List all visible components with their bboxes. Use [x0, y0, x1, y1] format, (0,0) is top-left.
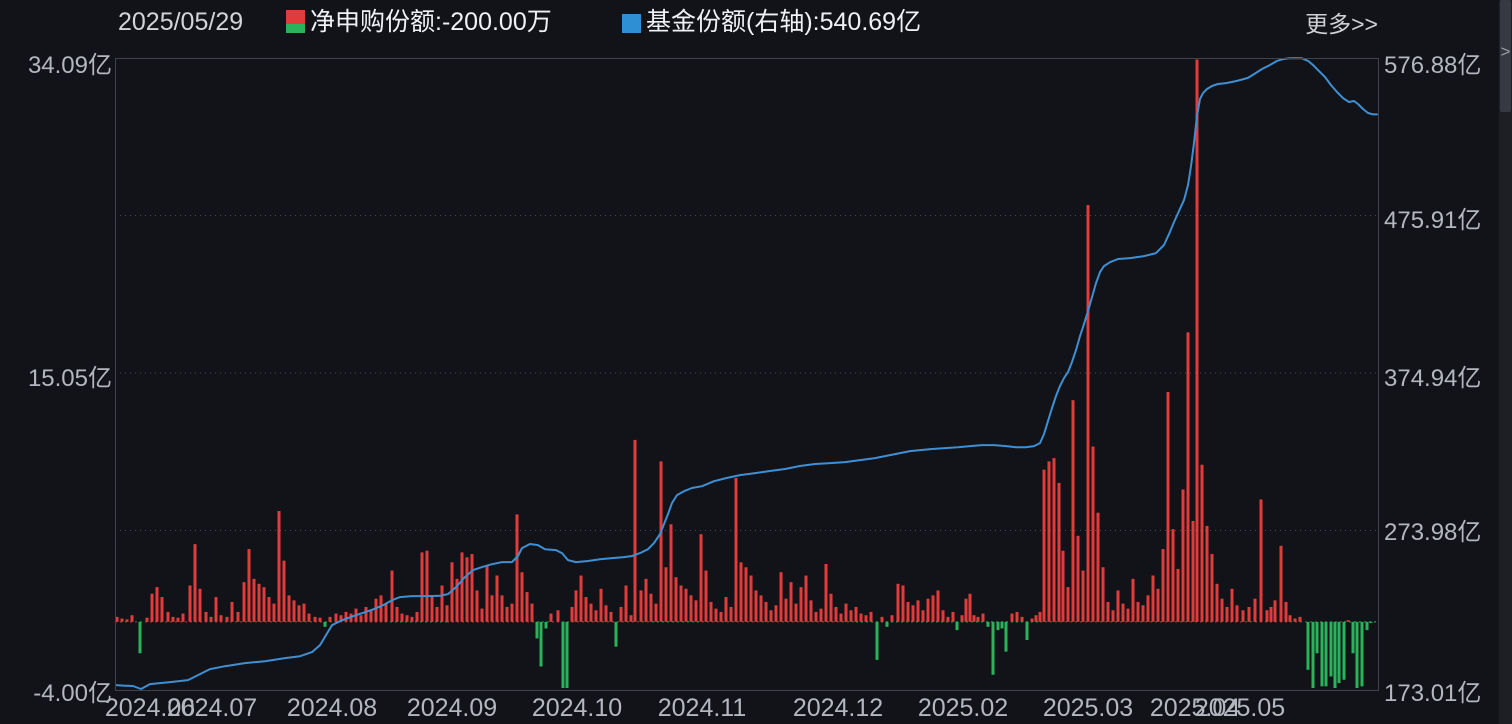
more-link[interactable]: 更多>>: [1305, 11, 1378, 37]
y-axis-label-right: 374.94亿: [1384, 365, 1482, 392]
legend-fund-shares-value: 540.69亿: [819, 8, 922, 36]
right-scrollbar[interactable]: >: [1498, 0, 1512, 724]
scrollbar-thumb[interactable]: [1500, 0, 1511, 112]
y-axis-label-right: 173.01亿: [1384, 680, 1482, 707]
legend-net-subscription[interactable]: 净申购份额:-200.00万: [286, 4, 552, 40]
x-axis-label: 2025.05: [1194, 694, 1286, 722]
x-axis-label: 2024.08: [286, 694, 378, 722]
legend-net-subscription-label: 净申购份额:: [310, 8, 442, 36]
y-axis-label-right: 273.98亿: [1384, 519, 1482, 546]
x-axis-label: 2024.11: [657, 694, 747, 722]
y-axis-label-right: 576.88亿: [1384, 52, 1482, 79]
fund-shares-marker-icon: [622, 14, 641, 33]
chart-header: 2025/05/29 净申购份额:-200.00万 基金份额(右轴):540.6…: [0, 4, 1512, 40]
x-axis-label: 2025.04: [1149, 694, 1241, 722]
y-axis-label-left: 34.09亿: [27, 52, 112, 79]
x-axis-label: 2024.09: [406, 694, 498, 722]
x-axis-label: 2025.03: [1042, 694, 1134, 722]
y-axis-label-left: 15.05亿: [27, 365, 112, 392]
y-axis-label-right: 475.91亿: [1384, 207, 1482, 234]
y-axis-label-left: -4.00亿: [33, 680, 112, 707]
legend-fund-shares[interactable]: 基金份额(右轴):540.69亿: [622, 4, 921, 40]
x-axis-label: 2025.02: [917, 694, 1009, 722]
chart-date: 2025/05/29: [118, 8, 244, 36]
chevron-right-icon[interactable]: >: [1500, 42, 1511, 61]
legend-fund-shares-label: 基金份额(右轴):: [646, 8, 820, 36]
x-axis-label: 2024.07: [166, 694, 258, 722]
legend-net-subscription-value: -200.00万: [441, 8, 552, 36]
net-subscription-marker-icon: [286, 10, 305, 33]
x-axis-label: 2024.12: [792, 694, 884, 722]
x-axis-label: 2024.06: [104, 694, 196, 722]
x-axis-label: 2024.10: [531, 694, 623, 722]
